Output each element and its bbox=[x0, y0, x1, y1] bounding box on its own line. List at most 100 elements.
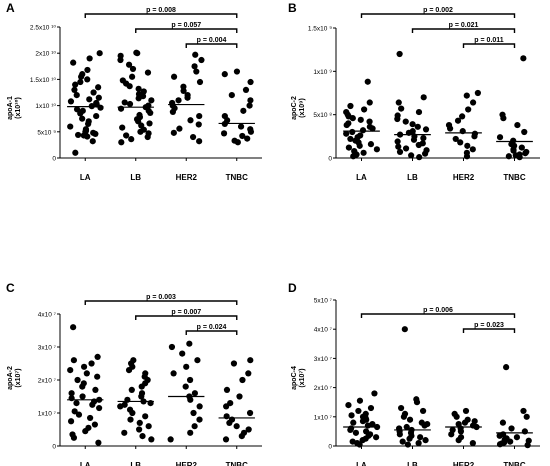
data-point bbox=[247, 357, 254, 364]
data-point bbox=[129, 65, 137, 73]
data-point bbox=[413, 396, 420, 403]
data-point bbox=[244, 135, 251, 142]
data-point bbox=[396, 148, 404, 156]
data-point bbox=[125, 61, 133, 68]
data-point bbox=[523, 148, 530, 156]
data-point bbox=[416, 154, 423, 161]
data-point bbox=[119, 124, 126, 131]
data-point bbox=[170, 129, 177, 136]
data-point bbox=[67, 98, 75, 105]
data-point bbox=[500, 431, 507, 438]
data-point bbox=[398, 105, 405, 112]
x-tick-label-her2: HER2 bbox=[176, 461, 198, 466]
data-point bbox=[68, 390, 75, 397]
data-point bbox=[409, 121, 416, 128]
data-point bbox=[118, 139, 125, 146]
data-point bbox=[474, 89, 481, 97]
data-point bbox=[367, 404, 375, 412]
data-point bbox=[70, 59, 77, 66]
data-point bbox=[503, 364, 510, 371]
x-tick-label-lb: LB bbox=[130, 461, 141, 466]
y-axis-label-d: apoC-4 bbox=[291, 366, 298, 390]
data-point bbox=[242, 86, 250, 93]
data-point bbox=[349, 438, 356, 445]
data-point bbox=[180, 83, 187, 90]
data-point bbox=[91, 421, 98, 428]
data-point bbox=[464, 142, 471, 149]
data-point bbox=[452, 135, 459, 143]
data-point bbox=[186, 376, 194, 384]
data-point bbox=[90, 129, 97, 136]
data-point bbox=[73, 106, 81, 113]
data-point bbox=[394, 112, 401, 119]
panel-letter-b: B bbox=[288, 1, 297, 15]
data-point bbox=[525, 437, 532, 444]
y-tick-label: 5x10 ⁸ bbox=[313, 112, 332, 119]
x-tick-label-la: LA bbox=[80, 173, 91, 182]
chart-b: 0 5x10 ⁸ 1x10 ⁹ 1.5x10 ⁹ LA LB HER2 TNBC p = 0.0… bbox=[308, 7, 540, 182]
data-point bbox=[191, 63, 198, 70]
data-point bbox=[82, 126, 90, 133]
data-point bbox=[369, 421, 376, 428]
chart-d: 0 1x10 ⁷ 2x10 ⁷ 3x10 ⁷ 4x10 ⁷ 5x10 ⁷ LA LB HER2 T… bbox=[314, 298, 540, 466]
data-point bbox=[192, 51, 199, 58]
data-point bbox=[233, 68, 241, 75]
data-point bbox=[516, 151, 523, 158]
data-point bbox=[464, 416, 471, 423]
data-point bbox=[148, 436, 155, 443]
data-point bbox=[514, 121, 521, 129]
data-point bbox=[496, 134, 504, 141]
data-point bbox=[67, 418, 75, 425]
data-point bbox=[96, 404, 103, 412]
significance-bracket bbox=[185, 330, 238, 335]
data-point bbox=[520, 55, 527, 62]
data-point bbox=[247, 126, 254, 133]
x-tick-label-tnbc: TNBC bbox=[226, 173, 248, 182]
data-point bbox=[366, 123, 373, 130]
data-point bbox=[406, 416, 414, 423]
data-point bbox=[196, 78, 204, 86]
y-tick-label: 1x10 ⁷ bbox=[314, 414, 333, 421]
significance-bracket bbox=[462, 43, 516, 48]
data-point bbox=[395, 143, 402, 150]
significance-bracket bbox=[185, 43, 238, 48]
data-point bbox=[196, 112, 203, 120]
data-point bbox=[127, 416, 134, 423]
data-point bbox=[471, 130, 479, 137]
y-tick-label: 1.5x10 ⁹ bbox=[308, 26, 332, 33]
data-point bbox=[455, 421, 462, 428]
data-point bbox=[233, 423, 240, 430]
x-tick-label-tnbc: TNBC bbox=[503, 461, 525, 466]
data-point bbox=[121, 429, 128, 436]
data-point bbox=[70, 357, 78, 364]
data-point bbox=[348, 412, 355, 419]
x-tick-label-tnbc: TNBC bbox=[226, 461, 248, 466]
data-point bbox=[74, 376, 81, 384]
data-point bbox=[445, 121, 453, 129]
data-point bbox=[77, 78, 84, 86]
data-point bbox=[463, 92, 470, 99]
data-point bbox=[366, 118, 373, 125]
data-point bbox=[187, 429, 194, 436]
data-point bbox=[503, 435, 510, 442]
significance-bracket bbox=[411, 28, 516, 33]
data-point bbox=[148, 97, 155, 104]
data-point bbox=[465, 106, 472, 113]
data-point bbox=[88, 360, 95, 367]
data-point bbox=[417, 434, 424, 441]
y-tick-label: 3x10 ⁷ bbox=[314, 356, 333, 363]
data-point bbox=[513, 434, 521, 441]
panel-b: B apoC-2 (x10⁹) bbox=[288, 1, 306, 120]
data-point bbox=[119, 77, 126, 84]
data-point bbox=[469, 146, 476, 153]
data-point bbox=[195, 121, 202, 128]
y-tick-label: 4x10 ⁷ bbox=[38, 312, 57, 319]
data-point bbox=[96, 50, 103, 57]
data-point bbox=[355, 407, 362, 415]
data-point bbox=[359, 127, 367, 134]
y-tick-label: 1x10 ¹⁰ bbox=[35, 103, 56, 110]
data-point bbox=[67, 367, 74, 374]
data-point bbox=[399, 438, 406, 445]
panel-letter-c: C bbox=[6, 281, 15, 295]
